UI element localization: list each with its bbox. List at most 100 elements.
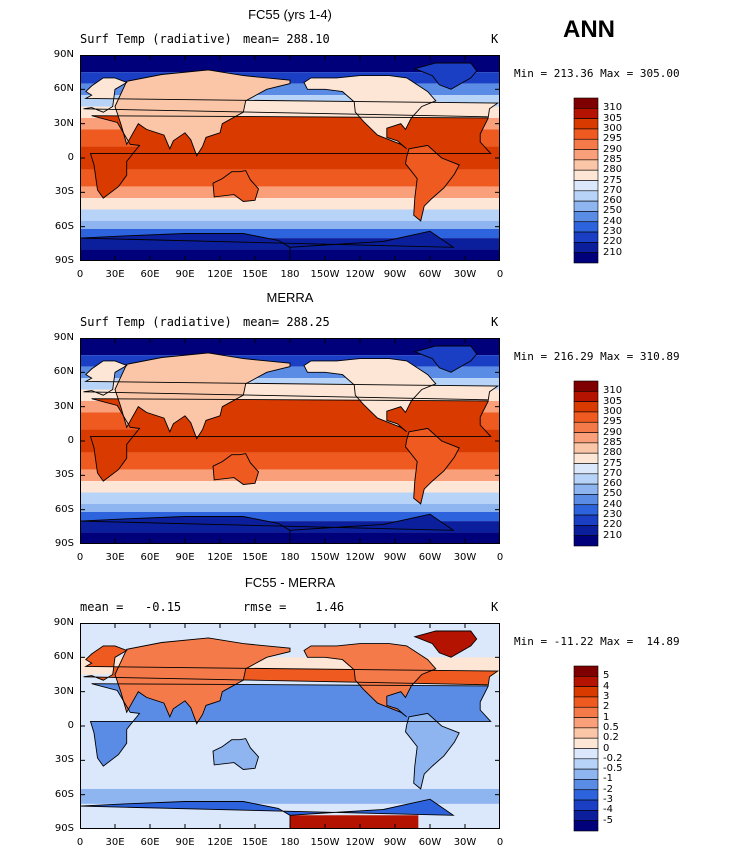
- coastline-greenland: [413, 62, 478, 90]
- colorbar-label: 275: [603, 174, 623, 186]
- lon-tick-label: 90W: [383, 837, 407, 848]
- lon-tick-label: 60E: [140, 269, 160, 280]
- land-anomaly-samerica: [405, 713, 460, 789]
- colorbar-swatch: [573, 231, 599, 243]
- temperature-band: [80, 169, 500, 187]
- lat-tick-label: 30N: [53, 400, 74, 412]
- colorbar-label: 290: [603, 143, 623, 155]
- temperature-band: [80, 481, 500, 493]
- land-fill-greenland: [414, 346, 477, 373]
- panel-title: FC55 - MERRA: [244, 575, 336, 590]
- lon-tick-label: 90E: [175, 269, 195, 280]
- colorbar-label: 250: [603, 205, 623, 217]
- lon-tick-label: 150W: [310, 269, 340, 280]
- colorbar-swatch: [573, 768, 599, 780]
- lon-tick-label: 120E: [207, 837, 233, 848]
- colorbar-label: 4: [603, 680, 610, 692]
- colorbar-swatch: [573, 118, 599, 130]
- lat-tick-label: 30S: [54, 469, 74, 481]
- colorbar-swatch: [573, 810, 599, 821]
- min-max-label: Min = -11.22 Max = 14.89: [514, 635, 680, 648]
- temperature-band: [80, 72, 500, 84]
- colorbar-swatch: [573, 380, 599, 392]
- colorbar-label: 310: [603, 102, 623, 114]
- colorbar-label: 220: [603, 519, 623, 531]
- colorbar-label: 0.5: [603, 721, 619, 733]
- lon-tick-label: 30W: [453, 552, 477, 563]
- land-fill-namerica: [304, 358, 436, 432]
- lon-tick-label: 120W: [345, 837, 375, 848]
- southern-ocean-anomaly: [80, 788, 500, 804]
- temperature-band: [80, 83, 500, 96]
- colorbar-label: -0.5: [603, 763, 623, 775]
- coastline-asia: [114, 69, 291, 157]
- lon-tick-label: 30E: [105, 552, 125, 563]
- land-fill-antarctica: [80, 514, 454, 544]
- colorbar-swatch: [573, 483, 599, 495]
- colorbar-label: 275: [603, 457, 623, 469]
- land-anomaly-namerica: [304, 643, 436, 717]
- global-map: [80, 338, 500, 544]
- global-map: [80, 623, 500, 829]
- panel-units-label: K: [491, 600, 499, 614]
- land-fill-australia: [213, 453, 259, 485]
- lat-tick-label: 90S: [54, 255, 74, 266]
- colorbar-label: 0: [603, 742, 610, 754]
- land-anomaly-australia: [213, 738, 259, 770]
- lon-tick-label: 120W: [345, 269, 375, 280]
- temperature-band: [80, 209, 500, 221]
- coastline-namerica: [303, 643, 437, 718]
- lon-tick-label: 60W: [418, 837, 442, 848]
- land-anomaly-asia: [115, 637, 290, 724]
- lon-tick-label: 60E: [140, 552, 160, 563]
- colorbar-label: 210: [603, 246, 623, 258]
- colorbar-swatch: [573, 737, 599, 749]
- colorbar-swatch: [573, 799, 599, 811]
- colorbar-label: 260: [603, 478, 623, 490]
- coastline-antarctica: [80, 798, 455, 829]
- global-map: [80, 55, 500, 261]
- colorbar-label: 2: [603, 701, 610, 713]
- colorbar-label: 290: [603, 426, 623, 438]
- lon-tick-label: 60W: [418, 552, 442, 563]
- colorbar-swatch: [573, 242, 599, 253]
- colorbar-swatch: [573, 514, 599, 526]
- colorbar: [573, 380, 599, 547]
- colorbar-label: 300: [603, 122, 623, 134]
- temperature-band: [80, 220, 500, 229]
- lon-tick-label: 30E: [105, 837, 125, 848]
- colorbar-swatch: [573, 494, 599, 506]
- lat-tick-label: 30S: [54, 186, 74, 198]
- lat-tick-label: 90S: [54, 538, 74, 549]
- colorbar-label: 240: [603, 215, 623, 227]
- colorbar-swatch: [573, 200, 599, 212]
- colorbar-label: 295: [603, 416, 623, 428]
- colorbar-label: 230: [603, 226, 623, 238]
- lon-tick-label: 120E: [207, 269, 233, 280]
- colorbar-swatch: [573, 108, 599, 119]
- min-max-label: Min = 213.36 Max = 305.00: [514, 67, 680, 80]
- land-fill-asia: [115, 352, 290, 439]
- coastline-europe: [83, 645, 500, 686]
- colorbar-swatch: [573, 97, 599, 109]
- colorbar-swatch: [573, 180, 599, 192]
- season-label: ANN: [563, 16, 615, 43]
- colorbar-swatch: [573, 452, 599, 464]
- lat-tick-label: 90N: [53, 332, 74, 343]
- lon-tick-label: 120W: [345, 552, 375, 563]
- lon-tick-label: 0: [496, 552, 504, 563]
- land-fill-namerica: [304, 75, 436, 149]
- colorbar-label: 0.2: [603, 732, 619, 744]
- panel-title: FC55 (yrs 1-4): [248, 7, 332, 22]
- lon-tick-label: 90E: [175, 837, 195, 848]
- lon-tick-label: 0: [496, 837, 504, 848]
- colorbar-label: 220: [603, 236, 623, 248]
- colorbar-swatch: [573, 748, 599, 760]
- temperature-band: [80, 198, 500, 210]
- colorbar-swatch: [573, 391, 599, 402]
- panel-center-label: mean= 288.10: [243, 32, 330, 46]
- colorbar-swatch: [573, 820, 599, 832]
- temperature-band: [80, 366, 500, 379]
- colorbar-label: 230: [603, 509, 623, 521]
- colorbar-swatch: [573, 686, 599, 698]
